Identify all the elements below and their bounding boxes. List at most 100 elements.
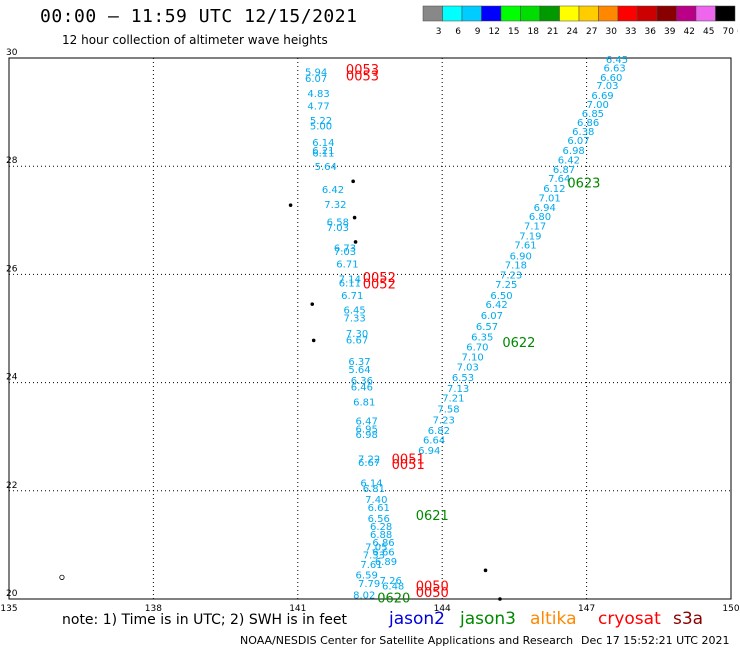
island-marker xyxy=(483,568,488,573)
wave-height-label: 6.11 xyxy=(312,149,334,160)
wave-height-label: 7.22 xyxy=(358,454,380,465)
wave-height-label: 6.35 xyxy=(471,333,493,344)
colorbar-unit: (ft) xyxy=(737,27,738,37)
wave-height-label: 7.10 xyxy=(461,353,483,364)
legend-s3a: s3a xyxy=(673,609,704,629)
wave-height-label: 7.03 xyxy=(334,247,356,258)
island-marker xyxy=(498,597,502,601)
wave-height-label: 7.23 xyxy=(500,270,522,281)
wave-height-label: 6.58 xyxy=(327,217,349,228)
wave-height-label: 6.87 xyxy=(553,165,575,176)
wave-height-label: 7.79 xyxy=(358,579,380,590)
pass-time-label: 0050 xyxy=(416,579,449,594)
chart-subtitle: 12 hour collection of altimeter wave hei… xyxy=(62,33,328,47)
wave-height-label: 6.82 xyxy=(428,426,450,437)
wave-height-label: 6.14 xyxy=(360,479,382,490)
wave-height-label: 6.94 xyxy=(418,446,440,457)
island-marker xyxy=(288,203,293,207)
island-marker xyxy=(59,574,65,580)
x-tick-label: 150 xyxy=(722,604,739,614)
colorbar-label: 12 xyxy=(489,27,500,37)
footer-date: Dec 17 15:52:21 UTC 2021 xyxy=(581,634,730,647)
wave-height-label: 7.32 xyxy=(324,200,346,211)
legend-cryosat: cryosat xyxy=(598,609,661,629)
wave-height-label: 6.80 xyxy=(529,212,551,223)
wave-height-label: 7.33 xyxy=(344,314,366,325)
axis-tick-labels: 135 138 141 144 147 150 30 28 26 24 22 20 xyxy=(0,48,739,614)
wave-height-label: 6.42 xyxy=(558,156,580,167)
wave-height-label: 6.37 xyxy=(348,357,370,368)
y-tick-label: 28 xyxy=(6,156,18,166)
grid-lines xyxy=(9,58,731,599)
wave-height-label: 6.66 xyxy=(372,547,394,558)
wave-height-label: 6.07 xyxy=(305,74,327,85)
wave-height-label: 6.70 xyxy=(466,342,488,353)
wave-height-label: 7.61 xyxy=(514,241,536,252)
altimeter-track-right: 6.456.636.607.036.697.006.856.866.386.07… xyxy=(418,55,628,457)
wave-height-label: 6.07 xyxy=(481,311,503,322)
wave-height-label: 7.03 xyxy=(596,81,618,92)
wave-height-label: 6.12 xyxy=(543,184,565,195)
island-marker xyxy=(352,215,357,220)
altimeter-track-left: 5.946.074.834.775.225.006.146.216.115.64… xyxy=(305,68,404,602)
wave-height-label: 5.00 xyxy=(310,122,332,133)
wave-height-label: 6.53 xyxy=(452,373,474,384)
x-tick-label: 141 xyxy=(289,604,306,614)
colorbar-label: 33 xyxy=(625,27,636,37)
wave-height-label: 6.85 xyxy=(582,109,604,120)
wave-height-label: 6.86 xyxy=(372,538,394,549)
colorbar-label: 70 xyxy=(723,27,735,37)
wave-height-label: 6.88 xyxy=(370,530,392,541)
island-marker xyxy=(311,338,316,343)
plot-frame xyxy=(8,57,732,600)
wave-height-label: 7.61 xyxy=(360,560,382,571)
island-markers xyxy=(59,179,502,601)
wave-height-label: 6.59 xyxy=(356,571,378,582)
x-tick-label: 147 xyxy=(578,604,595,614)
wave-height-label: 6.67 xyxy=(358,458,380,469)
wave-height-label: 7.01 xyxy=(538,194,560,205)
wave-height-label: 6.98 xyxy=(563,146,585,157)
colorbar-label: 42 xyxy=(684,27,695,37)
legend-jason2: jason2 xyxy=(389,609,445,629)
colorbar-label: 45 xyxy=(703,27,714,37)
pass-time-label: 0052 xyxy=(363,278,396,293)
wave-height-label: 7.26 xyxy=(380,576,402,587)
wave-height-label: 6.90 xyxy=(510,251,532,262)
y-tick-label: 30 xyxy=(6,48,18,58)
footer-note: note: 1) Time is in UTC; 2) SWH is in fe… xyxy=(62,612,348,628)
wave-height-label: 5.64 xyxy=(315,162,337,173)
pass-time-label: 0051 xyxy=(392,458,425,473)
wave-height-label: 5.64 xyxy=(348,365,370,376)
wave-height-label: 6.63 xyxy=(603,64,625,75)
colorbar-label: 24 xyxy=(567,27,579,37)
wave-height-label: 7.23 xyxy=(433,415,455,426)
pass-time-label: 0621 xyxy=(416,509,449,524)
colorbar-label: 6 xyxy=(455,27,461,37)
wave-height-label: 7.14 xyxy=(339,275,361,286)
colorbar-label: 18 xyxy=(528,27,540,37)
wave-height-label: 8.02 xyxy=(353,591,375,602)
colorbar-swatch xyxy=(715,5,736,22)
wave-height-label: 5.94 xyxy=(305,68,327,79)
wave-height-label: 4.83 xyxy=(307,89,329,100)
island-marker xyxy=(353,240,358,244)
wave-height-label: 6.71 xyxy=(341,291,363,302)
wave-height-label: 7.17 xyxy=(524,222,546,233)
wave-height-label: 6.48 xyxy=(382,581,404,592)
colorbar-label: 39 xyxy=(664,27,676,37)
pass-time-label: 0620 xyxy=(377,591,410,606)
wave-height-label: 6.81 xyxy=(353,398,375,409)
wave-height-label: 6.94 xyxy=(534,203,556,214)
wave-height-label: 6.28 xyxy=(370,522,392,533)
wave-height-label: 6.61 xyxy=(368,503,390,514)
wave-height-label: 6.45 xyxy=(344,306,366,317)
wave-height-label: 6.71 xyxy=(336,260,358,271)
pass-time-label: 0622 xyxy=(502,336,535,351)
wave-height-label: 6.73 xyxy=(334,243,356,254)
island-marker xyxy=(351,179,355,184)
wave-height-label: 6.38 xyxy=(572,127,594,138)
wave-height-label: 6.50 xyxy=(490,291,512,302)
